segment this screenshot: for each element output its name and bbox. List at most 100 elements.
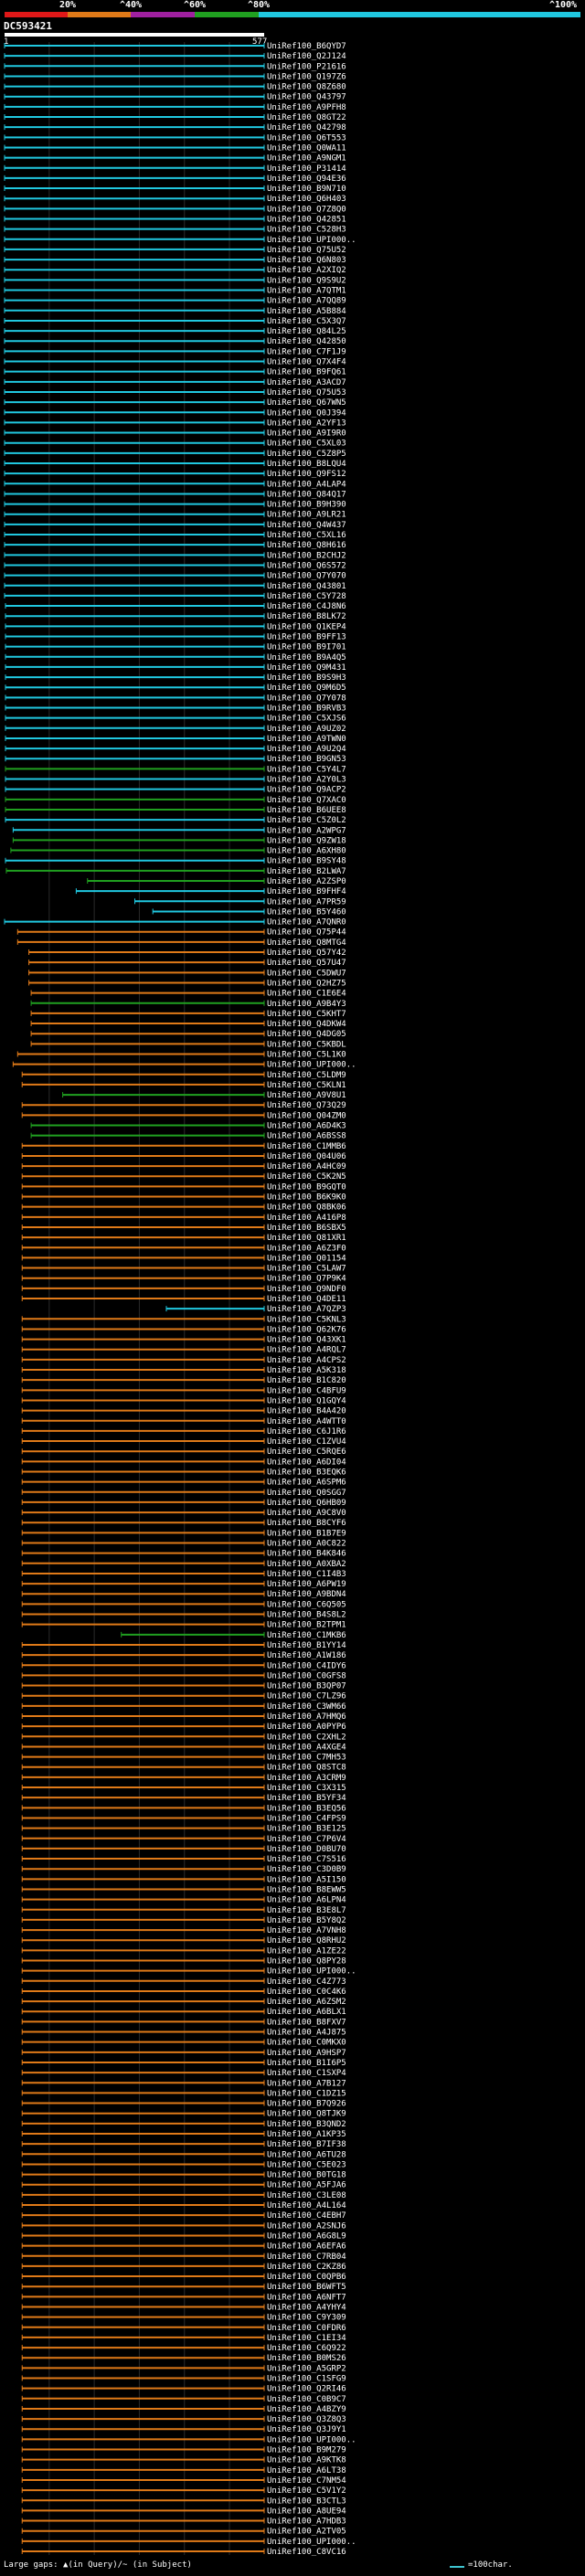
hit-label[interactable]: UniRef100_B9GN53 xyxy=(267,755,346,764)
hit-label[interactable]: UniRef100_A6BSS8 xyxy=(267,1132,346,1141)
hit-label[interactable]: UniRef100_C4BFU9 xyxy=(267,1386,346,1395)
hit-label[interactable]: UniRef100_C2XHL2 xyxy=(267,1733,346,1742)
hit-label[interactable]: UniRef100_Q4DE11 xyxy=(267,1295,346,1304)
hit-label[interactable]: UniRef100_Q1KEP4 xyxy=(267,622,346,631)
hit-label[interactable]: UniRef100_A9UZ02 xyxy=(267,725,346,734)
hit-label[interactable]: UniRef100_B8FXV7 xyxy=(267,2018,346,2027)
hit-label[interactable]: UniRef100_Q8TJK9 xyxy=(267,2110,346,2119)
hit-label[interactable]: UniRef100_Q04U06 xyxy=(267,1152,346,1161)
hit-label[interactable]: UniRef100_B9A4Q5 xyxy=(267,653,346,663)
hit-label[interactable]: UniRef100_A4HC09 xyxy=(267,1162,346,1171)
hit-label[interactable]: UniRef100_C5Y728 xyxy=(267,592,346,601)
hit-label[interactable]: UniRef100_A0C822 xyxy=(267,1540,346,1549)
hit-label[interactable]: UniRef100_C5KNL3 xyxy=(267,1315,346,1324)
hit-label[interactable]: UniRef100_A7VNH8 xyxy=(267,1926,346,1935)
hit-label[interactable]: UniRef100_UPI000.. xyxy=(267,2538,356,2547)
hit-label[interactable]: UniRef100_C5KLN1 xyxy=(267,1081,346,1090)
hit-label[interactable]: UniRef100_Q8STC8 xyxy=(267,1764,346,1773)
hit-label[interactable]: UniRef100_A1ZE22 xyxy=(267,1946,346,1956)
hit-label[interactable]: UniRef100_Q75P44 xyxy=(267,928,346,938)
hit-label[interactable]: UniRef100_A6TU28 xyxy=(267,2150,346,2159)
hit-label[interactable]: UniRef100_A2TV05 xyxy=(267,2528,346,2537)
hit-label[interactable]: UniRef100_A5B884 xyxy=(267,307,346,316)
hit-label[interactable]: UniRef100_B2LWA7 xyxy=(267,867,346,876)
hit-label[interactable]: UniRef100_A9TWN0 xyxy=(267,735,346,744)
hit-label[interactable]: UniRef100_A0XBA2 xyxy=(267,1560,346,1569)
hit-label[interactable]: UniRef100_A4L164 xyxy=(267,2201,346,2210)
hit-label[interactable]: UniRef100_A9B4Y3 xyxy=(267,1000,346,1009)
hit-label[interactable]: UniRef100_Q9M6D5 xyxy=(267,684,346,693)
hit-label[interactable]: UniRef100_Q9NDF0 xyxy=(267,1285,346,1294)
hit-label[interactable]: UniRef100_A6Z3F0 xyxy=(267,1244,346,1253)
hit-label[interactable]: UniRef100_C1I4B3 xyxy=(267,1570,346,1579)
hit-label[interactable]: UniRef100_A6DI04 xyxy=(267,1458,346,1467)
hit-label[interactable]: UniRef100_C1MMB6 xyxy=(267,1142,346,1151)
hit-label[interactable]: UniRef100_C5Y4L7 xyxy=(267,765,346,774)
hit-label[interactable]: UniRef100_B8LK72 xyxy=(267,612,346,621)
hit-label[interactable]: UniRef100_B4A420 xyxy=(267,1407,346,1416)
hit-label[interactable]: UniRef100_A9I9R0 xyxy=(267,429,346,439)
hit-label[interactable]: UniRef100_C2KZ86 xyxy=(267,2263,346,2272)
hit-label[interactable]: UniRef100_A7HMQ6 xyxy=(267,1712,346,1722)
hit-label[interactable]: UniRef100_A4XGE4 xyxy=(267,1743,346,1752)
hit-label[interactable]: UniRef100_P21616 xyxy=(267,62,346,71)
hit-label[interactable]: UniRef100_A7QQ89 xyxy=(267,297,346,306)
hit-label[interactable]: UniRef100_A6LPN4 xyxy=(267,1896,346,1905)
hit-label[interactable]: UniRef100_C7S516 xyxy=(267,1855,346,1864)
hit-label[interactable]: UniRef100_Q197Z6 xyxy=(267,72,346,81)
hit-label[interactable]: UniRef100_A4RQL7 xyxy=(267,1346,346,1355)
hit-label[interactable]: UniRef100_C3LE08 xyxy=(267,2191,346,2200)
hit-label[interactable]: UniRef100_B1C820 xyxy=(267,1376,346,1385)
hit-label[interactable]: UniRef100_A9NGM1 xyxy=(267,154,346,164)
hit-label[interactable]: UniRef100_C7LZ96 xyxy=(267,1692,346,1701)
hit-label[interactable]: UniRef100_A2Y0L3 xyxy=(267,776,346,785)
hit-label[interactable]: UniRef100_C4Z773 xyxy=(267,1977,346,1987)
hit-label[interactable]: UniRef100_C7MH53 xyxy=(267,1754,346,1763)
hit-label[interactable]: UniRef100_B9SY48 xyxy=(267,857,346,866)
hit-label[interactable]: UniRef100_A1W186 xyxy=(267,1651,346,1660)
hit-label[interactable]: UniRef100_C5LAW7 xyxy=(267,1265,346,1274)
hit-label[interactable]: UniRef100_Q04ZM0 xyxy=(267,1111,346,1120)
hit-label[interactable]: UniRef100_Q84L25 xyxy=(267,327,346,336)
hit-label[interactable]: UniRef100_Q8H616 xyxy=(267,541,346,550)
hit-label[interactable]: UniRef100_C1E6E4 xyxy=(267,990,346,999)
hit-label[interactable]: UniRef100_Q2J124 xyxy=(267,52,346,61)
hit-label[interactable]: UniRef100_A4CPS2 xyxy=(267,1356,346,1365)
hit-label[interactable]: UniRef100_C0GFS8 xyxy=(267,1671,346,1680)
hit-label[interactable]: UniRef100_A8UE94 xyxy=(267,2507,346,2516)
hit-label[interactable]: UniRef100_C1EI34 xyxy=(267,2334,346,2343)
hit-label[interactable]: UniRef100_B8CYF6 xyxy=(267,1519,346,1528)
hit-label[interactable]: UniRef100_D0BU70 xyxy=(267,1845,346,1854)
hit-label[interactable]: UniRef100_C5XL16 xyxy=(267,531,346,540)
hit-label[interactable]: UniRef100_A6XH80 xyxy=(267,847,346,856)
hit-label[interactable]: UniRef100_B6QYD7 xyxy=(267,42,346,51)
hit-label[interactable]: UniRef100_Q9FS12 xyxy=(267,470,346,479)
hit-label[interactable]: UniRef100_Q8RHU2 xyxy=(267,1936,346,1945)
hit-label[interactable]: UniRef100_B3E8L7 xyxy=(267,1906,346,1915)
hit-label[interactable]: UniRef100_C5XL03 xyxy=(267,440,346,449)
hit-label[interactable]: UniRef100_C0C4K6 xyxy=(267,1988,346,1997)
hit-label[interactable]: UniRef100_B1I6P5 xyxy=(267,2059,346,2068)
hit-label[interactable]: UniRef100_C0MKX0 xyxy=(267,2039,346,2048)
hit-label[interactable]: UniRef100_UPI000.. xyxy=(267,1061,356,1070)
hit-label[interactable]: UniRef100_B3E125 xyxy=(267,1825,346,1834)
hit-label[interactable]: UniRef100_Q94E36 xyxy=(267,175,346,184)
hit-label[interactable]: UniRef100_A6EFA6 xyxy=(267,2242,346,2252)
hit-label[interactable]: UniRef100_A7QZP3 xyxy=(267,1305,346,1314)
hit-label[interactable]: UniRef100_Q7Y078 xyxy=(267,694,346,703)
hit-label[interactable]: UniRef100_A3CRM9 xyxy=(267,1774,346,1783)
hit-label[interactable]: UniRef100_Q42850 xyxy=(267,337,346,346)
hit-label[interactable]: UniRef100_A5GRP2 xyxy=(267,2364,346,2373)
hit-label[interactable]: UniRef100_B3QND2 xyxy=(267,2120,346,2129)
hit-label[interactable]: UniRef100_Q7Y070 xyxy=(267,572,346,581)
hit-label[interactable]: UniRef100_C7RB04 xyxy=(267,2253,346,2262)
hit-label[interactable]: UniRef100_A3ACD7 xyxy=(267,378,346,387)
hit-label[interactable]: UniRef100_A1KP35 xyxy=(267,2130,346,2139)
hit-label[interactable]: UniRef100_Q67WN5 xyxy=(267,398,346,408)
hit-label[interactable]: UniRef100_Q9M431 xyxy=(267,663,346,673)
hit-label[interactable]: UniRef100_B9FQ61 xyxy=(267,368,346,377)
hit-label[interactable]: UniRef100_Q3J9Y1 xyxy=(267,2425,346,2434)
hit-label[interactable]: UniRef100_Q43801 xyxy=(267,582,346,591)
hit-label[interactable]: UniRef100_C5DWU7 xyxy=(267,969,346,978)
hit-label[interactable]: UniRef100_C6J1R6 xyxy=(267,1427,346,1436)
